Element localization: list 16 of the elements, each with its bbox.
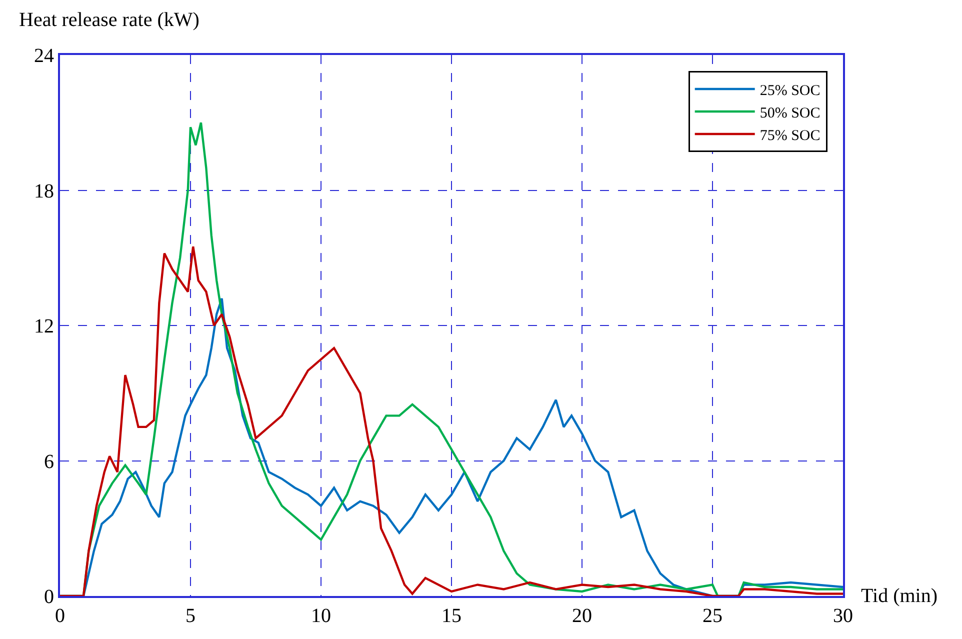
- legend-label: 75% SOC: [760, 128, 820, 144]
- x-tick-label: 30: [833, 605, 853, 627]
- x-tick-label: 10: [311, 605, 331, 627]
- y-tick-label: 12: [34, 316, 54, 338]
- y-tick-label: 6: [44, 450, 54, 473]
- legend-label: 25% SOC: [760, 82, 820, 99]
- y-tick-label: 0: [44, 586, 54, 608]
- y-axis-title: Heat release rate (kW): [19, 9, 200, 31]
- x-tick-label: 20: [572, 605, 592, 627]
- y-tick-label: 18: [34, 180, 54, 202]
- x-tick-label: 5: [186, 605, 196, 627]
- x-tick-label: 15: [442, 605, 462, 627]
- legend-label: 50% SOC: [760, 105, 820, 122]
- x-axis-title: Tid (min): [861, 585, 938, 607]
- y-tick-label: 24: [34, 45, 54, 67]
- x-tick-label: 25: [702, 605, 722, 627]
